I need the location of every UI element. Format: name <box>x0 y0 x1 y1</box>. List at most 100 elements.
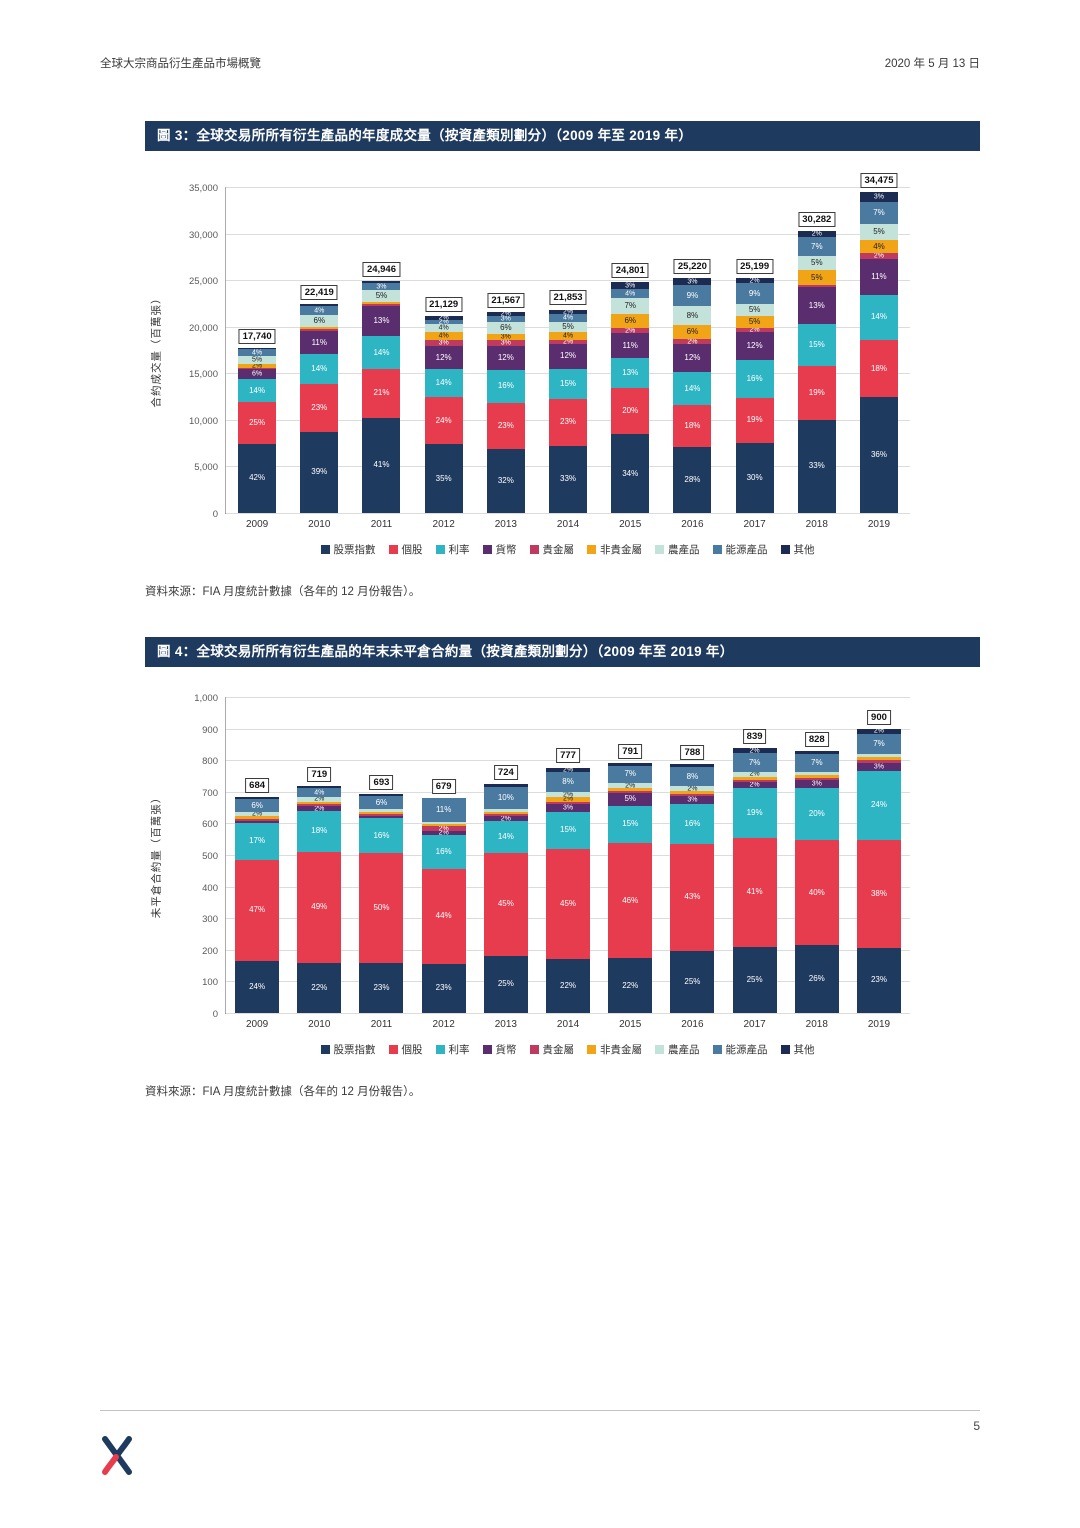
bar-slot-2014: 777 22% 45% 15% 3% 2% 2% 8% 2% 2014 <box>537 697 599 1030</box>
figure-4-title-bar: 圖 4：全球交易所所有衍生產品的年末未平倉合約量（按資產類別劃分）（2009 年… <box>145 637 980 667</box>
segment-label: 6% <box>375 797 388 807</box>
segment-label: 40% <box>808 887 825 897</box>
legend-label: 股票指數 <box>333 1044 376 1056</box>
segment-能源產品: 3% <box>486 316 525 323</box>
segment-label: 49% <box>311 902 328 912</box>
total-label: 21,129 <box>425 297 463 313</box>
segment-label: 14% <box>870 312 887 322</box>
legend-label: 貴金屬 <box>542 544 575 556</box>
stacked-bar-2018: 33% 19% 15% 13% 5% 5% 7% 2% <box>797 230 836 513</box>
total-label: 24,946 <box>362 261 400 277</box>
segment-農產品: 2% <box>608 782 653 789</box>
segment-能源產品: 7% <box>797 236 836 257</box>
segment-非貴金屬: 4% <box>424 332 463 340</box>
legend-swatch-icon <box>780 545 790 554</box>
segment-能源產品: 7% <box>794 754 839 773</box>
legend-item-貨幣: 貨幣 <box>482 1042 517 1057</box>
segment-利率: 16% <box>421 834 466 870</box>
bars-container: 684 24% 47% 17% 2% 6% 2009 719 22% 49% 18% 2% 2% 4% 20… <box>226 697 910 1030</box>
segment-利率: 20% <box>794 788 839 841</box>
segment-label: 4% <box>252 349 263 357</box>
segment-利率: 14% <box>362 336 401 369</box>
segment-貨幣: 3% <box>546 804 591 812</box>
segment-股票指數: 22% <box>546 958 591 1013</box>
segment-個股: 23% <box>300 383 339 432</box>
segment-利率: 14% <box>238 379 277 403</box>
segment-label: 15% <box>560 378 577 388</box>
segment-農產品 <box>794 772 839 775</box>
segment-股票指數: 34% <box>611 434 650 513</box>
segment-貴金屬 <box>732 779 777 783</box>
segment-非貴金屬 <box>362 301 401 304</box>
bar-slot-2012: 21,129 35% 24% 14% 12% 3% 4% 4% 2% 2% 2012 <box>413 187 475 530</box>
figure-4: 圖 4：全球交易所所有衍生產品的年末未平倉合約量（按資產類別劃分）（2009 年… <box>145 637 980 1099</box>
segment-能源產品: 7% <box>856 734 901 755</box>
segment-label: 42% <box>249 473 266 483</box>
segment-label: 14% <box>373 347 390 357</box>
segment-非貴金屬 <box>856 757 901 760</box>
segment-label: 7% <box>873 207 885 217</box>
legend-item-貴金屬: 貴金屬 <box>529 542 575 557</box>
segment-label: 5% <box>375 290 388 300</box>
segment-label: 3% <box>438 339 449 347</box>
segment-貴金屬 <box>546 801 591 805</box>
segment-label: 5% <box>624 794 636 804</box>
x-tick-label: 2019 <box>867 1019 891 1030</box>
bars-container: 17,740 42% 25% 14% 6% 2% 5% 4% 2009 22,419 39% 23% 1… <box>226 172 910 530</box>
gridline <box>226 513 910 514</box>
segment-貴金屬 <box>794 777 839 781</box>
segment-label: 23% <box>560 417 577 427</box>
stacked-bar-2015: 22% 46% 15% 5% 2% 7% <box>608 763 653 1013</box>
figure-4-chart: 未平倉合約量（百萬張） 0 100 200 300 400 500 600 700 800 900… <box>145 693 980 1030</box>
segment-label: 6% <box>252 370 263 378</box>
y-tick-label: 5,000 <box>194 462 218 474</box>
page-number: 5 <box>973 1419 980 1433</box>
segment-股票指數: 25% <box>483 955 528 1013</box>
segment-label: 4% <box>625 290 636 298</box>
legend-label: 其他 <box>793 544 815 556</box>
legend-item-其他: 其他 <box>780 1042 815 1057</box>
plot-area: 684 24% 47% 17% 2% 6% 2009 719 22% 49% 18% 2% 2% 4% 20… <box>225 697 910 1030</box>
legend-label: 農產品 <box>668 544 700 556</box>
segment-label: 16% <box>435 847 452 857</box>
segment-貨幣: 6% <box>238 369 277 380</box>
segment-label: 23% <box>870 975 887 985</box>
segment-label: 9% <box>748 288 761 298</box>
stacked-bar-2016: 28% 18% 14% 12% 2% 6% 8% 9% 3% <box>673 278 712 513</box>
segment-能源產品: 8% <box>546 772 591 793</box>
segment-label: 5% <box>811 258 823 268</box>
y-tick-label: 15,000 <box>188 369 218 381</box>
segment-貴金屬: 2% <box>611 327 650 334</box>
segment-其他: 2% <box>856 728 901 735</box>
segment-label: 4% <box>314 307 325 314</box>
segment-label: 10% <box>497 793 514 803</box>
legend-label: 個股 <box>401 544 423 556</box>
gridline <box>226 187 910 188</box>
segment-能源產品: 9% <box>735 283 774 305</box>
segment-label: 3% <box>376 283 387 291</box>
stacked-bar-2010: 22% 49% 18% 2% 2% 4% <box>297 785 342 1013</box>
segment-能源產品: 4% <box>300 306 339 315</box>
segment-label: 17% <box>249 836 266 846</box>
legend-item-非貴金屬: 非貴金屬 <box>587 542 642 557</box>
segment-其他: 2% <box>486 311 525 318</box>
segment-label: 18% <box>684 421 701 431</box>
segment-農產品: 5% <box>362 290 401 302</box>
segment-label: 3% <box>873 763 885 771</box>
segment-其他 <box>794 751 839 755</box>
segment-label: 25% <box>497 979 514 989</box>
segment-非貴金屬 <box>297 801 342 804</box>
segment-label: 4% <box>438 332 449 340</box>
segment-label: 6% <box>251 800 263 810</box>
segment-label: 22% <box>622 980 639 990</box>
y-tick-label: 100 <box>202 977 218 989</box>
segment-label: 4% <box>873 241 885 251</box>
segment-label: 12% <box>435 352 452 362</box>
legend-swatch-icon <box>482 545 492 554</box>
segment-label: 23% <box>311 402 328 412</box>
segment-能源產品: 4% <box>297 788 342 798</box>
legend-swatch-icon <box>587 545 596 554</box>
y-tick-label: 600 <box>202 819 218 831</box>
segment-label: 25% <box>684 976 701 986</box>
segment-label: 2% <box>562 766 574 774</box>
